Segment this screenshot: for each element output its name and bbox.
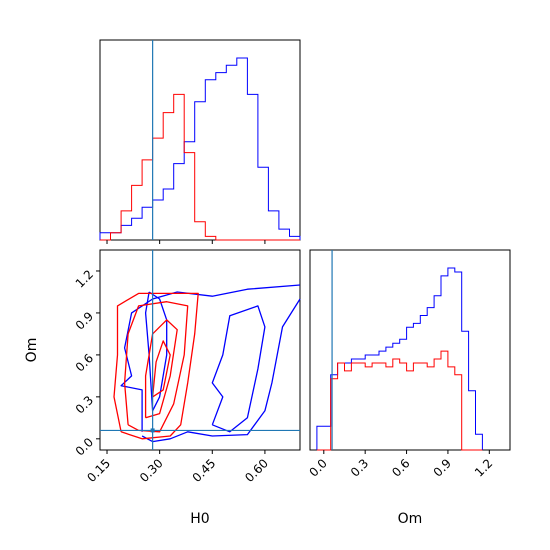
ylabel-Om: Om: [24, 338, 40, 363]
panel-hist-Om: [309, 249, 511, 451]
contour-xtick-label-1: 0.30: [137, 456, 166, 485]
xlabel-H0: H0: [190, 511, 209, 527]
contour-ytick-label-4: 1.2: [73, 267, 96, 290]
contour-red-level-2: [144, 319, 178, 419]
contour-xtick-label-2: 0.45: [190, 456, 219, 485]
hist-H0-series-blue: [99, 57, 301, 240]
hist-Om-series-red: [316, 350, 483, 451]
contour-xtick-label-0: 0.15: [84, 456, 113, 485]
xlabel-Om: Om: [398, 511, 423, 527]
contour-blue-level-1: [141, 298, 301, 443]
contour-ytick-label-3: 0.9: [73, 309, 96, 332]
hist-Om-series-blue: [316, 267, 483, 450]
panel-contour-H0-Om: [99, 249, 301, 451]
hist-H0-marks: [99, 40, 301, 241]
hist-Om-marks: [316, 250, 483, 451]
hist-H0-series-red: [100, 93, 300, 241]
truth-marker: [150, 428, 155, 433]
contour-marks: [100, 250, 301, 450]
contour-ytick-label-2: 0.6: [73, 351, 96, 374]
hist-Om-xtick-label-3: 0.9: [431, 456, 454, 479]
panel-hist-H0: [99, 39, 301, 241]
hist-Om-xtick-label-2: 0.6: [389, 456, 412, 479]
hist-Om-xtick-label-4: 1.2: [472, 456, 495, 479]
hist-Om-xtick-label-0: 0.0: [307, 456, 330, 479]
panel-frame-contour-H0-Om: [99, 249, 301, 451]
contour-red-level-3: [151, 340, 171, 398]
panel-frame-hist-H0: [99, 39, 301, 241]
contour-xtick-label-3: 0.60: [242, 456, 271, 485]
contour-ytick-label-1: 0.3: [73, 393, 96, 416]
contour-blue-level-2: [144, 291, 168, 412]
contour-ytick-label-0: 0.0: [73, 435, 96, 458]
contour-blue-level-0: [120, 284, 301, 432]
contour-blue-level-3: [211, 305, 266, 433]
contour-red-level-0: [113, 292, 199, 440]
hist-Om-xtick-label-1: 0.3: [348, 456, 371, 479]
panel-frame-hist-Om: [309, 249, 511, 451]
